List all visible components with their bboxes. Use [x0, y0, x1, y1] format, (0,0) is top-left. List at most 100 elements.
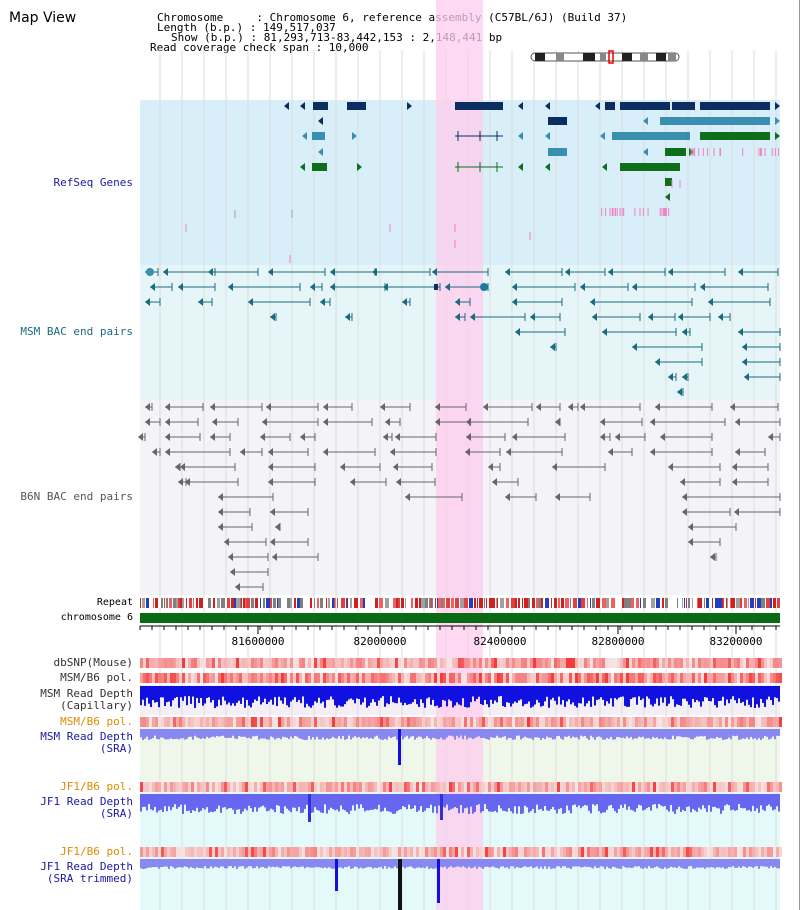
jf1-pol-heat — [668, 782, 671, 792]
msm-pol-heat — [191, 673, 194, 683]
msm-pol-heat — [647, 673, 650, 683]
msm-pol-heat — [149, 673, 152, 683]
dbsnp-heat — [437, 658, 440, 668]
jf1-pol2-heat — [533, 847, 536, 857]
b6n-bac-pair-end — [240, 448, 245, 456]
msm-pol-heat — [653, 673, 656, 683]
jf1-pol2-heat — [176, 847, 179, 857]
dbsnp-heat — [140, 658, 143, 668]
dbsnp-heat — [356, 658, 359, 668]
msm-capillary-depth-bar — [572, 686, 574, 703]
msm-bac-pair-end — [655, 358, 660, 366]
jf1-pol2-heat — [491, 847, 494, 857]
msm-capillary-depth-bar — [252, 686, 254, 703]
dbsnp-heat — [716, 658, 719, 668]
jf1-pol2-heat — [512, 847, 515, 857]
jf1-trim-depth-bar — [666, 859, 668, 869]
msm-bac-pair-end — [432, 268, 437, 276]
msm-capillary-depth-bar — [674, 686, 676, 707]
jf1-pol2-heat — [626, 847, 629, 857]
jf1-sra-depth-bar — [544, 794, 546, 806]
jf1-pol2-heat — [356, 847, 359, 857]
msm-capillary-depth-bar — [180, 686, 182, 698]
chromosome-bar — [140, 613, 780, 623]
msm-capillary-depth-bar — [266, 686, 268, 705]
jf1-sra-depth-bar — [672, 794, 674, 812]
msm-pol-heat — [749, 673, 752, 683]
msm-sra-depth-bar — [148, 729, 150, 740]
msm-sra-depth-bar — [528, 729, 530, 739]
jf1-pol2-heat — [266, 847, 269, 857]
msm-sra-depth-bar — [696, 729, 698, 737]
msm-capillary-depth-bar — [262, 686, 264, 703]
jf1-pol-heat — [389, 782, 392, 792]
msm-pol2-heat — [572, 717, 575, 727]
jf1-sra-depth-bar — [178, 794, 180, 808]
repeat-element — [231, 598, 234, 608]
jf1-trim-depth-bar — [470, 859, 472, 869]
jf1-sra-depth-bar — [460, 794, 462, 806]
msm-bac-pair-end — [512, 283, 517, 291]
msm-bac-pair-end — [682, 373, 687, 381]
jf1-trim-depth-bar — [328, 859, 330, 868]
jf1-pol2-heat — [410, 847, 413, 857]
msm-sra-depth-bar — [740, 729, 742, 740]
msm-sra-depth-bar — [712, 729, 714, 739]
repeat-element — [142, 598, 145, 608]
jf1-pol-heat — [368, 782, 371, 792]
repeat-element — [665, 598, 668, 608]
jf1-pol-heat — [488, 782, 491, 792]
msm-pol2-heat — [395, 717, 398, 727]
repeat-element — [236, 598, 240, 608]
jf1-sra-depth-bar — [422, 794, 424, 813]
dbsnp-heat — [719, 658, 722, 668]
jf1-sra-depth-bar — [394, 794, 396, 814]
jf1-sra-depth-bar — [714, 794, 716, 807]
msm-pol-heat — [260, 673, 263, 683]
msm-pol2-heat — [485, 717, 488, 727]
dbsnp-heat — [410, 658, 413, 668]
msm-pol-heat — [755, 673, 758, 683]
msm-pol-heat — [737, 673, 740, 683]
jf1-trim-depth-bar — [744, 859, 746, 867]
jf1-pol2-heat — [530, 847, 533, 857]
b6n-bac-pair-end — [734, 508, 739, 516]
msm-pol-heat — [203, 673, 206, 683]
msm-capillary-depth-bar — [414, 686, 416, 700]
jf1-sra-depth-bar — [360, 794, 362, 805]
msm-capillary-depth-bar — [516, 686, 518, 703]
dbsnp-heat — [626, 658, 629, 668]
jf1-trim-depth-bar — [748, 859, 750, 867]
msm-pol-heat — [674, 673, 677, 683]
msm-capillary-depth-bar — [624, 686, 626, 706]
msm-capillary-depth-bar — [284, 686, 286, 698]
dbsnp-heat — [539, 658, 542, 668]
msm-pol2-heat — [593, 717, 596, 727]
jf1-pol2-heat — [575, 847, 578, 857]
msm-capillary-depth-bar — [526, 686, 528, 704]
jf1-pol-heat — [362, 782, 365, 792]
jf1-pol2-heat — [290, 847, 293, 857]
dbsnp-heat — [548, 658, 551, 668]
dbsnp-heat — [278, 658, 281, 668]
msm-sra-depth-bar — [576, 729, 578, 738]
dbsnp-heat — [527, 658, 530, 668]
jf1-sra-depth-bar — [700, 794, 702, 810]
jf1-trim-depth-bar — [444, 859, 446, 867]
msm-pol-heat — [152, 673, 155, 683]
jf1-sra-depth-bar — [568, 794, 570, 811]
msm-pol-heat — [437, 673, 440, 683]
jf1-sra-depth-bar — [566, 794, 568, 806]
msm-sra-depth-bar — [272, 729, 274, 738]
jf1-sra-depth-bar — [734, 794, 736, 811]
jf1-pol-heat — [254, 782, 257, 792]
msm-sra-depth-bar — [314, 729, 316, 740]
msm-capillary-depth-bar — [198, 686, 200, 703]
length-info: Length (b.p.) : 149,517,037 — [157, 21, 336, 34]
msm-pol2-heat — [419, 717, 422, 727]
jf1-trim-label: JF1 Read Depth — [40, 860, 133, 873]
strand-arrow-right — [352, 132, 357, 140]
jf1-pol2-heat — [521, 847, 524, 857]
jf1-trim-depth-bar — [596, 859, 598, 869]
